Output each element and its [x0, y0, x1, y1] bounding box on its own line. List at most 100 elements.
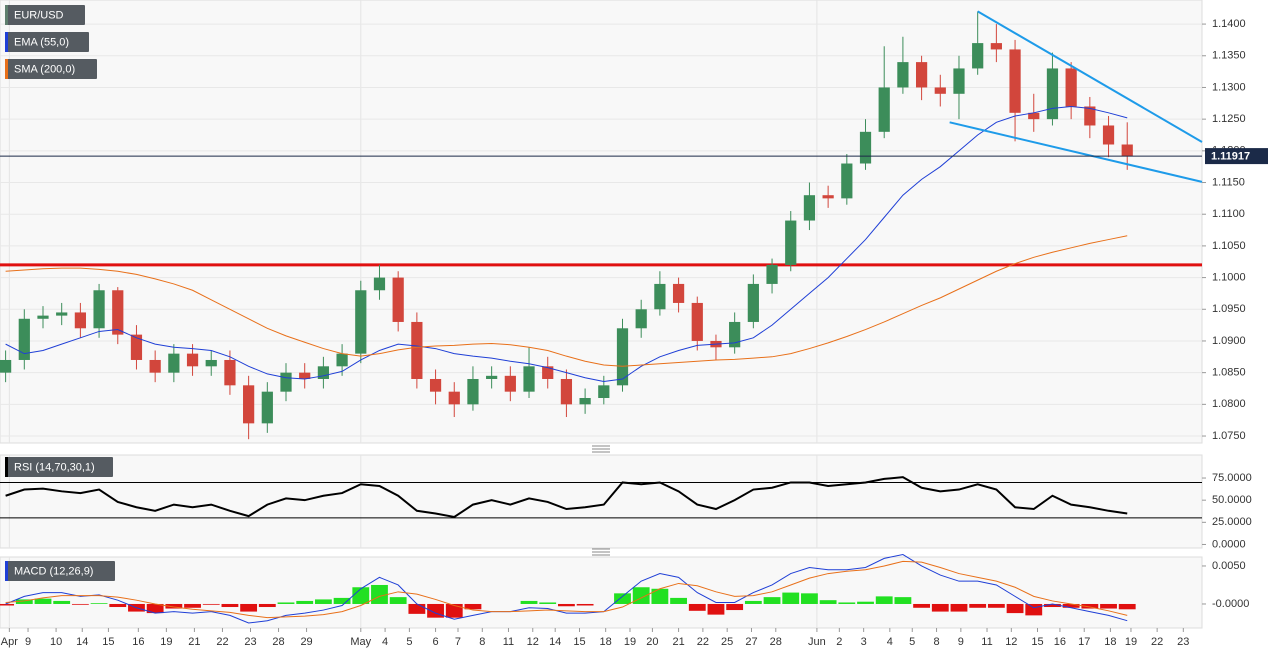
x-tick-label: 18 — [600, 636, 612, 648]
legend-swatch — [5, 32, 8, 52]
histogram-bar — [389, 597, 407, 604]
x-tick-label: 27 — [745, 636, 757, 648]
x-tick-label: Apr — [1, 636, 18, 648]
y-tick-label: 0.0000 — [1212, 538, 1246, 550]
legend-label: RSI (14,70,30,1) — [14, 461, 95, 473]
histogram-bar — [782, 592, 800, 604]
histogram-bar — [53, 600, 71, 604]
histogram-bar — [520, 600, 538, 604]
histogram-bar — [950, 603, 968, 612]
histogram-bar — [838, 602, 856, 604]
x-tick-label: 6 — [432, 636, 438, 648]
candle-body — [392, 277, 404, 322]
candle-body — [56, 312, 68, 316]
histogram-bar — [931, 603, 949, 612]
histogram-bar — [707, 603, 725, 615]
legend-box — [5, 5, 85, 25]
histogram-bar — [1025, 603, 1043, 616]
rsi-line — [5, 476, 1128, 519]
candle-body — [168, 353, 180, 373]
histogram-bar — [651, 588, 669, 604]
x-tick-label: 12 — [527, 636, 539, 648]
histogram-bar — [1100, 603, 1117, 609]
x-tick-label: 5 — [406, 636, 412, 648]
histogram-bar — [726, 603, 744, 611]
histogram-bar — [109, 603, 127, 608]
candle-body — [243, 385, 255, 424]
candle-body — [915, 62, 928, 88]
histogram-bar — [277, 602, 295, 604]
y-tick-label: 1.1350 — [1212, 50, 1246, 62]
legend-box — [5, 561, 115, 581]
price-label-box — [1205, 148, 1268, 165]
candle-body — [336, 353, 348, 367]
histogram-bar — [819, 600, 837, 604]
x-tick-label: 15 — [1031, 636, 1043, 648]
histogram-bar — [464, 603, 482, 610]
candle-body — [598, 385, 610, 399]
candle-body — [1065, 68, 1077, 107]
trend-line — [977, 10, 1203, 143]
candle-body — [953, 68, 965, 94]
histogram-bar — [0, 603, 15, 606]
x-tick-label: Jun — [808, 636, 826, 648]
x-tick-label: 11 — [503, 636, 514, 648]
histogram-bar — [670, 597, 687, 604]
legend-box — [5, 457, 113, 477]
y-tick-label: 1.0800 — [1212, 398, 1246, 410]
y-tick-label: 1.1300 — [1212, 81, 1246, 93]
x-tick-label: 9 — [958, 636, 964, 648]
candle-body — [0, 359, 12, 373]
candle-body — [859, 131, 872, 164]
histogram-bar — [1006, 603, 1024, 614]
candle-body — [1046, 68, 1059, 120]
candle-body — [429, 378, 442, 392]
candle-body — [130, 334, 143, 360]
candle-body — [299, 372, 311, 379]
y-tick-label: 1.1150 — [1212, 176, 1245, 188]
x-tick-label: 5 — [909, 636, 915, 648]
panel-grip[interactable] — [592, 548, 610, 556]
histogram-bar — [857, 601, 874, 604]
histogram-bar — [1062, 603, 1080, 608]
price-label: 1.11917 — [1211, 151, 1250, 163]
x-tick-label: 23 — [1177, 636, 1189, 648]
candle-body — [37, 315, 49, 319]
x-tick-label: 16 — [1054, 636, 1066, 648]
legend-swatch — [5, 5, 8, 25]
histogram-bar — [1081, 603, 1099, 609]
candle-body — [1084, 106, 1096, 126]
histogram-bar — [34, 598, 52, 604]
candle-body — [616, 328, 629, 386]
macd-panel — [0, 556, 1203, 629]
x-tick-label: May — [350, 636, 371, 648]
candle-body — [1028, 112, 1040, 120]
indicator-line — [5, 235, 1128, 367]
x-tick-label: 8 — [933, 636, 939, 648]
x-tick-label: 11 — [981, 636, 992, 648]
y-tick-label: 1.1250 — [1212, 113, 1246, 125]
y-tick-label: 50.0000 — [1212, 494, 1252, 506]
candle-body — [654, 283, 666, 310]
legend-box — [5, 32, 89, 52]
histogram-bar — [15, 599, 33, 604]
panel-grip[interactable] — [592, 445, 610, 453]
histogram-bar — [333, 597, 351, 604]
y-tick-label: 1.0750 — [1212, 430, 1246, 442]
y-tick-label: 1.0850 — [1212, 367, 1246, 379]
histogram-bar — [146, 603, 164, 614]
legend-label: EMA (55,0) — [14, 36, 69, 48]
legend-swatch — [5, 457, 8, 477]
y-tick-label: 0.0050 — [1212, 560, 1246, 572]
candle-body — [635, 309, 647, 329]
candle-body — [317, 366, 330, 379]
x-tick-label: 9 — [25, 636, 31, 648]
histogram-bar — [576, 603, 594, 606]
candle-body — [729, 321, 741, 348]
candle-body — [822, 195, 834, 199]
price-panel — [0, 0, 1203, 444]
candle-body — [766, 264, 778, 284]
candle-body — [972, 43, 984, 69]
